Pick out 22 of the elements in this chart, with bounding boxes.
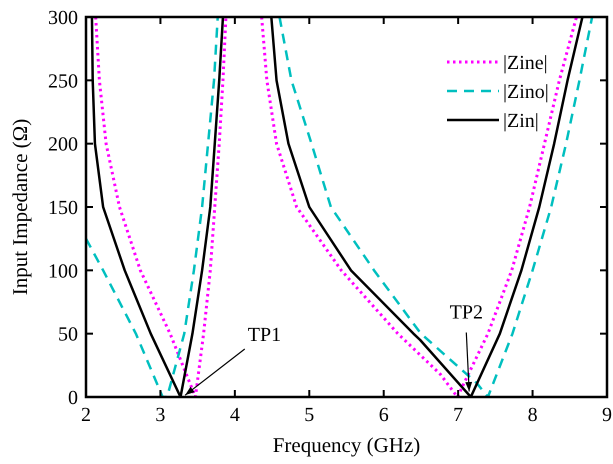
y-tick-label: 50 <box>58 324 78 346</box>
x-tick-label: 8 <box>528 404 538 426</box>
legend-label: |Zino| <box>503 81 549 103</box>
y-tick-label: 300 <box>48 7 78 29</box>
legend-label: |Zin| <box>503 110 539 132</box>
x-tick-label: 3 <box>155 404 166 426</box>
x-tick-label: 7 <box>453 404 464 426</box>
x-tick-label: 2 <box>81 404 91 426</box>
y-tick-label: 0 <box>68 387 78 409</box>
x-tick-label: 9 <box>602 404 612 426</box>
annotation: TP2 <box>450 301 483 324</box>
y-tick-label: 250 <box>48 70 78 92</box>
x-tick-label: 4 <box>230 404 240 426</box>
y-axis-title: Input Impedance (Ω) <box>8 118 32 296</box>
legend-label: |Zine| <box>503 52 548 74</box>
annotation: TP1 <box>248 324 282 346</box>
x-axis-title: Frequency (GHz) <box>272 433 420 457</box>
y-tick-label: 200 <box>48 134 78 156</box>
y-tick-label: 100 <box>48 260 78 282</box>
x-tick-label: 6 <box>378 404 389 426</box>
y-tick-label: 150 <box>48 197 78 219</box>
x-tick-label: 5 <box>304 404 314 426</box>
